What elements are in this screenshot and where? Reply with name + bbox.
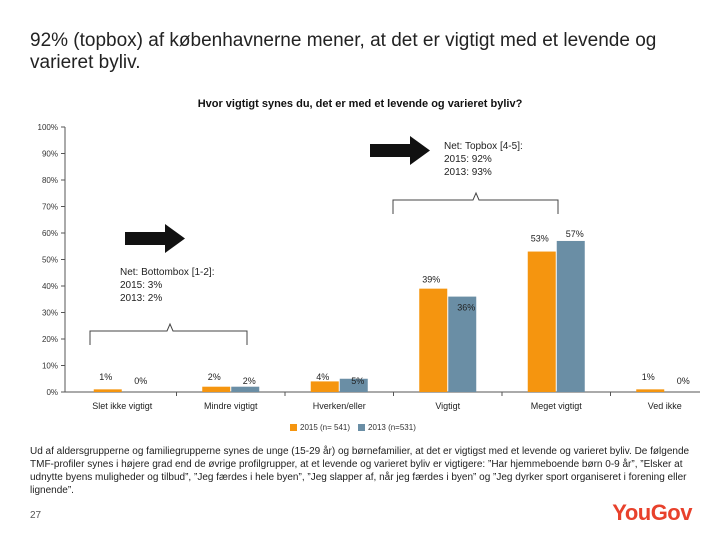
x-tick-label: Ved ikke <box>648 401 682 411</box>
topbox-arrow-icon <box>370 136 430 165</box>
bottombox-arrow-icon <box>125 224 185 253</box>
slide-headline: 92% (topbox) af københavnerne mener, at … <box>30 30 657 73</box>
data-labels: 1% 0% 2% 2% 4% 5% 39% 36% 53% 57% 1% 0% <box>99 229 690 386</box>
bar-2013 <box>556 240 585 392</box>
bar-2013 <box>231 386 260 392</box>
data-label: 4% <box>316 372 329 382</box>
x-tick-label: Vigtigt <box>435 401 460 411</box>
y-tick-label: 60% <box>42 229 58 238</box>
chart-legend: 2015 (n= 541) 2013 (n=531) <box>290 423 416 432</box>
data-label: 53% <box>531 234 549 244</box>
legend-swatch-2015 <box>290 424 297 431</box>
annotation-arrows <box>125 136 430 253</box>
bar-2015 <box>310 381 339 392</box>
y-tick-label: 70% <box>42 203 58 212</box>
x-tick-label: Slet ikke vigtigt <box>92 401 153 411</box>
y-tick-label: 0% <box>46 388 58 397</box>
topbox-bracket <box>392 191 559 214</box>
topbox-note: Net: Topbox [4-5]: 2015: 92% 2013: 93% <box>444 141 523 178</box>
bar-2013 <box>448 296 477 392</box>
bottombox-note: Net: Bottombox [1-2]: 2015: 3% 2013: 2% <box>120 267 215 304</box>
legend-item-2015: 2015 (n= 541) <box>290 423 350 432</box>
data-label: 57% <box>566 229 584 239</box>
annotation-brackets <box>89 191 559 345</box>
bar-2015 <box>527 251 556 392</box>
bar-2013 <box>339 378 368 392</box>
data-label: 1% <box>99 372 112 382</box>
data-label: 0% <box>677 376 690 386</box>
legend-swatch-2013 <box>358 424 366 431</box>
y-tick-label: 50% <box>42 256 58 265</box>
y-tick-label: 20% <box>42 335 58 344</box>
y-tick-label: 30% <box>42 309 58 318</box>
chart-title: Hvor vigtigt synes du, det er med et lev… <box>197 98 523 110</box>
y-tick-label: 90% <box>42 150 58 159</box>
data-label: 39% <box>422 275 440 285</box>
legend-label-2013: 2013 (n=531) <box>368 423 416 432</box>
yougov-logo: YouGov <box>612 500 692 525</box>
bars <box>93 240 665 392</box>
x-tick-label: Mindre vigtigt <box>204 401 258 411</box>
axes: 0% 10% 20% 30% 40% 50% 60% 70% 80% 90% 100% Slet ik… <box>38 123 700 411</box>
data-label: 2% <box>208 372 221 382</box>
data-label: 0% <box>134 376 147 386</box>
y-tick-label: 40% <box>42 282 58 291</box>
bar-2015 <box>419 288 448 392</box>
data-label: 5% <box>351 376 364 386</box>
legend-item-2013: 2013 (n=531) <box>358 423 416 432</box>
data-label: 1% <box>642 372 655 382</box>
x-tick-label: Meget vigtigt <box>531 401 583 411</box>
bottombox-bracket <box>89 322 248 345</box>
x-tick-label: Hverken/eller <box>313 401 366 411</box>
y-tick-label: 80% <box>42 176 58 185</box>
bar-2015 <box>202 386 231 392</box>
y-tick-label: 100% <box>38 123 58 132</box>
bar-2015 <box>93 389 122 392</box>
data-label: 36% <box>457 303 475 313</box>
footer-text: Ud af aldersgrupperne og familiegruppern… <box>30 446 690 496</box>
legend-label-2015: 2015 (n= 541) <box>300 423 351 432</box>
data-label: 2% <box>243 376 256 386</box>
page-number: 27 <box>30 510 42 521</box>
y-tick-label: 10% <box>42 362 58 371</box>
bar-2015 <box>636 389 665 392</box>
